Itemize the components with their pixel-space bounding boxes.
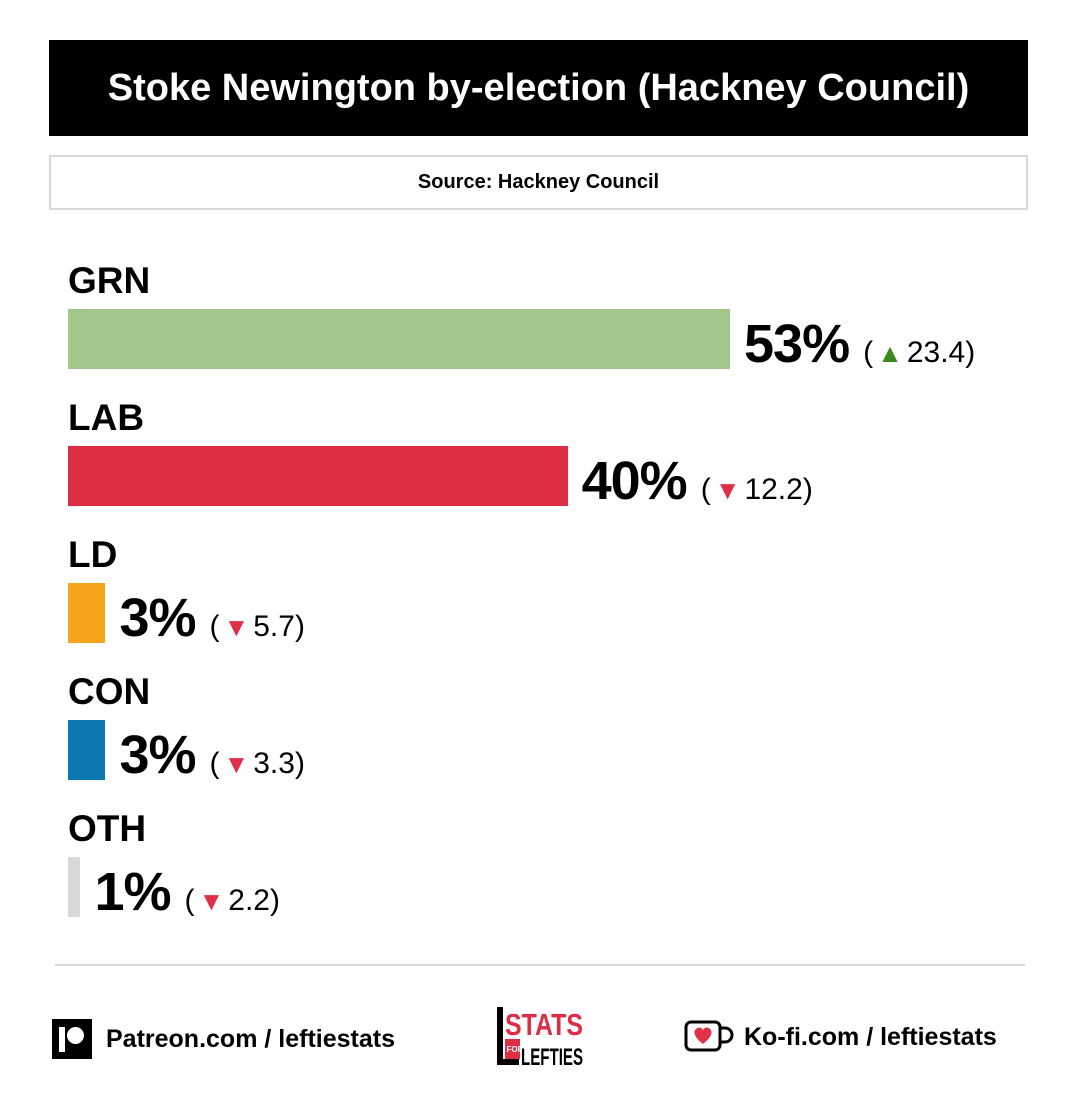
change-label-con: (▼ 3.3)	[209, 747, 305, 780]
value-group-grn: 53% (▲ 23.4)	[744, 313, 976, 374]
triangle-down-icon: ▼	[223, 612, 250, 642]
kofi-text: Ko-fi.com / leftiestats	[744, 1022, 997, 1051]
value-group-ld: 3% (▼ 5.7)	[119, 587, 305, 648]
kofi-cup-heart-icon	[684, 1020, 734, 1052]
stats-for-lefties-logo: STATS FOR LEFTIES	[497, 1007, 583, 1067]
footer: Patreon.com / leftiestats STATS FOR LEFT…	[0, 1005, 1080, 1070]
triangle-up-icon: ▲	[877, 338, 903, 368]
triangle-down-icon: ▼	[223, 749, 250, 779]
change-label-ld: (▼ 5.7)	[209, 610, 305, 643]
bar-ld	[68, 583, 106, 643]
logo-stats-text: STATS	[505, 1007, 583, 1042]
bar-oth	[68, 857, 81, 917]
party-label-oth: OTH	[68, 808, 147, 849]
patreon-icon	[52, 1019, 92, 1059]
value-label-grn: 53%	[744, 314, 850, 374]
footer-divider	[55, 964, 1025, 966]
logo-for-text: FOR	[507, 1045, 524, 1054]
bar-grn	[68, 309, 730, 369]
chart-title: Stoke Newington by-election (Hackney Cou…	[49, 40, 1028, 136]
value-group-lab: 40% (▼ 12.2)	[581, 450, 813, 511]
source-note: Source: Hackney Council	[49, 155, 1028, 210]
bar-lab	[68, 446, 568, 506]
change-label-oth: (▼ 2.2)	[184, 884, 280, 917]
value-group-oth: 1% (▼ 2.2)	[94, 861, 280, 922]
value-label-ld: 3%	[119, 588, 196, 648]
bar-chart: GRN 53%(▲ 23.4) LAB 40%(▼ 12.2) LD 3%(▼ 5.7) CON 3…	[68, 260, 976, 922]
change-label-grn: (▲ 23.4)	[863, 336, 976, 369]
value-group-con: 3% (▼ 3.3)	[119, 724, 305, 785]
patreon-link[interactable]: Patreon.com / leftiestats	[52, 1019, 395, 1059]
triangle-down-icon: ▼	[198, 886, 225, 916]
logo-lefties-text: LEFTIES	[521, 1044, 583, 1067]
party-label-ld: LD	[68, 534, 118, 575]
party-label-lab: LAB	[68, 397, 145, 438]
kofi-link[interactable]: Ko-fi.com / leftiestats	[684, 1019, 997, 1055]
triangle-down-icon: ▼	[714, 475, 741, 505]
patreon-text: Patreon.com / leftiestats	[106, 1024, 395, 1053]
change-label-lab: (▼ 12.2)	[700, 473, 813, 506]
party-label-con: CON	[68, 671, 151, 712]
value-label-lab: 40%	[581, 451, 688, 511]
party-label-grn: GRN	[68, 260, 151, 301]
bar-con	[68, 720, 106, 780]
value-label-con: 3%	[119, 725, 196, 785]
value-label-oth: 1%	[94, 862, 171, 922]
